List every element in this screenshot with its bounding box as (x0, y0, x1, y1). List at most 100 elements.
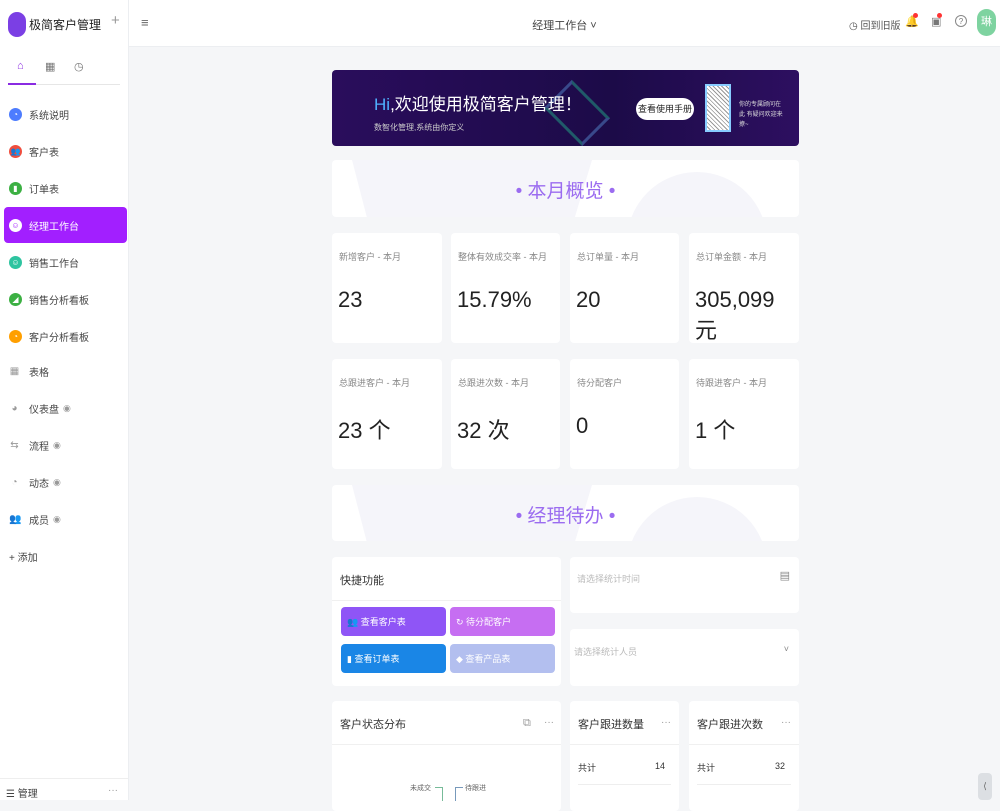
sidebar-item[interactable]: ☺ 经理工作台 (4, 207, 127, 243)
followup-times-card: 客户跟进次数 ··· 共计 32 (689, 701, 799, 811)
qr-code (705, 84, 731, 132)
stat-label: 总跟进客户 - 本月 (339, 378, 410, 388)
hidden-icon: ◉ (53, 439, 61, 450)
avatar[interactable]: 琳 (977, 9, 996, 36)
sidebar-item[interactable]: ☺ 销售工作台 (4, 244, 127, 280)
qr-caption: 你的专属顾问在此 有疑问欢迎来撩~ (739, 102, 783, 128)
stat-card: 总跟进次数 - 本月 32 次 (451, 359, 560, 469)
time-picker[interactable]: 请选择统计时间 ▤ (570, 557, 799, 613)
sidebar-item[interactable]: ◢ 销售分析看板 (4, 281, 127, 317)
notification-dot (913, 13, 918, 18)
clock-icon: ◔ (9, 329, 22, 343)
stat-label: 新增客户 - 本月 (339, 252, 401, 262)
stat-value: 23 个 (338, 418, 391, 443)
inbox-icon[interactable]: ▣ (931, 16, 942, 28)
sidebar-group[interactable]: ◕ 仪表盘 ◉ (4, 390, 127, 426)
inbox-dot (937, 13, 942, 18)
customer-status-card: 客户状态分布 ⧉ ··· 未成交 待跟进 (332, 701, 561, 811)
menu-icon[interactable]: ≡ (141, 15, 149, 30)
more-icon[interactable]: ··· (544, 717, 554, 728)
quick-actions-card: 快捷功能 👥 查看客户表 ↻ 待分配客户 ▮ 查看订单表 ◆ 查看产品表 (332, 557, 561, 686)
sidebar-item[interactable]: ◔ 系统说明 (4, 96, 127, 132)
section-header-monthly: • 本月概览 • (332, 160, 799, 217)
more-icon[interactable]: ··· (661, 717, 671, 728)
collapse-handle[interactable]: ⟨ (978, 773, 992, 800)
table-tab-icon[interactable]: ▦ (45, 61, 56, 73)
history-tab-icon[interactable]: ◷ (74, 61, 84, 73)
sidebar-item[interactable]: 👥 客户表 (4, 133, 127, 169)
page-title[interactable]: 经理工作台 ˅ (532, 20, 597, 32)
add-button[interactable]: + 添加 (4, 538, 127, 574)
manage-label: ☰ 管理 (6, 789, 38, 800)
headline-text: ,欢迎使用极简客户管理！ (390, 95, 582, 114)
stat-label: 待跟进客户 - 本月 (696, 378, 767, 388)
person-placeholder: 请选择统计人员 (574, 647, 638, 657)
clock-icon: ◔ (9, 107, 22, 121)
sidebar-item-label: 销售工作台 (29, 258, 79, 270)
row-label: 共计 (578, 763, 597, 773)
sidebar-item-label: 成员 (29, 515, 49, 527)
manage-more-icon[interactable]: ··· (108, 785, 118, 796)
sidebar-item-label: 订单表 (29, 184, 59, 196)
stat-value: 32 次 (457, 418, 510, 443)
edit-icon[interactable]: ⧉ (523, 717, 531, 729)
card-title: 客户跟进次数 (689, 701, 799, 745)
quick-action-button[interactable]: ◆ 查看产品表 (450, 644, 555, 673)
quick-action-button[interactable]: 👥 查看客户表 (341, 607, 446, 636)
person-select[interactable]: 请选择统计人员 ˅ (570, 629, 799, 686)
back-to-old-version-link[interactable]: ◷ 回到旧版 (849, 21, 901, 32)
stat-label: 总订单金额 - 本月 (696, 252, 767, 262)
banner-subtitle: 数智化管理,系统由你定义 (374, 123, 465, 132)
section-title: • 经理待办 • (515, 506, 616, 527)
hi-text: Hi (374, 95, 391, 114)
legend-label: 未成交 (410, 785, 431, 792)
stat-label: 总订单量 - 本月 (577, 252, 639, 262)
sidebar-item-label: 销售分析看板 (29, 295, 89, 307)
stat-value: 305,099 元 (695, 287, 775, 343)
dashboard-icon: ◕ (11, 402, 18, 414)
hidden-icon: ◉ (63, 402, 71, 413)
home-tab-icon[interactable]: ⌂ (17, 60, 24, 72)
sidebar-group[interactable]: ▦ 表格 (4, 353, 127, 389)
section-header-todo: • 经理待办 • (332, 485, 799, 541)
welcome-banner: Hi,欢迎使用极简客户管理！ 数智化管理,系统由你定义 查看使用手册 你的专属顾… (332, 70, 799, 146)
quick-action-button[interactable]: ↻ 待分配客户 (450, 607, 555, 636)
sidebar-item-label: 系统说明 (29, 110, 69, 122)
stat-label: 整体有效成交率 - 本月 (458, 252, 547, 262)
row-label: 共计 (697, 763, 716, 773)
stat-card: 总订单金额 - 本月 305,099 元 (689, 233, 799, 343)
sidebar-item-label: 客户分析看板 (29, 332, 89, 344)
more-icon[interactable]: ··· (781, 717, 791, 728)
flow-icon: ⇆ (10, 439, 19, 451)
sidebar-group[interactable]: ⇆ 流程 ◉ (4, 427, 127, 463)
add-app-button[interactable]: + (111, 12, 120, 29)
table-row: 共计 32 (697, 745, 791, 785)
face-icon: ☺ (9, 218, 22, 232)
sidebar-item-label: 动态 (29, 478, 49, 490)
legend-label: 待跟进 (465, 785, 486, 792)
topbar: ≡ 经理工作台 ˅ ◷ 回到旧版 🔔 ▣ ? 琳 (129, 0, 1000, 47)
bag-icon: ▮ (9, 181, 22, 195)
grid-icon: ▦ (9, 365, 20, 377)
add-label: + 添加 (9, 552, 38, 564)
sidebar-group[interactable]: ◔ 动态 ◉ (4, 464, 127, 500)
sidebar: 极简客户管理 + ⌂ ▦ ◷ ◔ 系统说明 👥 客户表 ▮ 订单表 ☺ 经理工作… (0, 0, 129, 800)
chart-icon: ◢ (9, 292, 22, 306)
chevron-down-icon: ˅ (783, 644, 789, 654)
bell-icon[interactable]: 🔔 (905, 16, 919, 28)
stat-value: 1 个 (695, 418, 736, 443)
sidebar-item-label: 经理工作台 (29, 221, 79, 233)
view-manual-button[interactable]: 查看使用手册 (636, 98, 694, 120)
quick-action-button[interactable]: ▮ 查看订单表 (341, 644, 446, 673)
hidden-icon: ◉ (53, 476, 61, 487)
manage-button[interactable]: ☰ 管理 ··· (0, 778, 128, 800)
stat-value: 23 (338, 287, 363, 312)
sidebar-item[interactable]: ◔ 客户分析看板 (4, 318, 127, 354)
table-row: 共计 14 (578, 745, 671, 785)
stat-card: 待跟进客户 - 本月 1 个 (689, 359, 799, 469)
sidebar-item[interactable]: ▮ 订单表 (4, 170, 127, 206)
sidebar-item-label: 流程 (29, 441, 49, 453)
help-icon[interactable]: ? (955, 15, 967, 27)
sidebar-group[interactable]: 👥 成员 ◉ (4, 501, 127, 537)
card-title: 客户跟进数量 (570, 701, 679, 745)
